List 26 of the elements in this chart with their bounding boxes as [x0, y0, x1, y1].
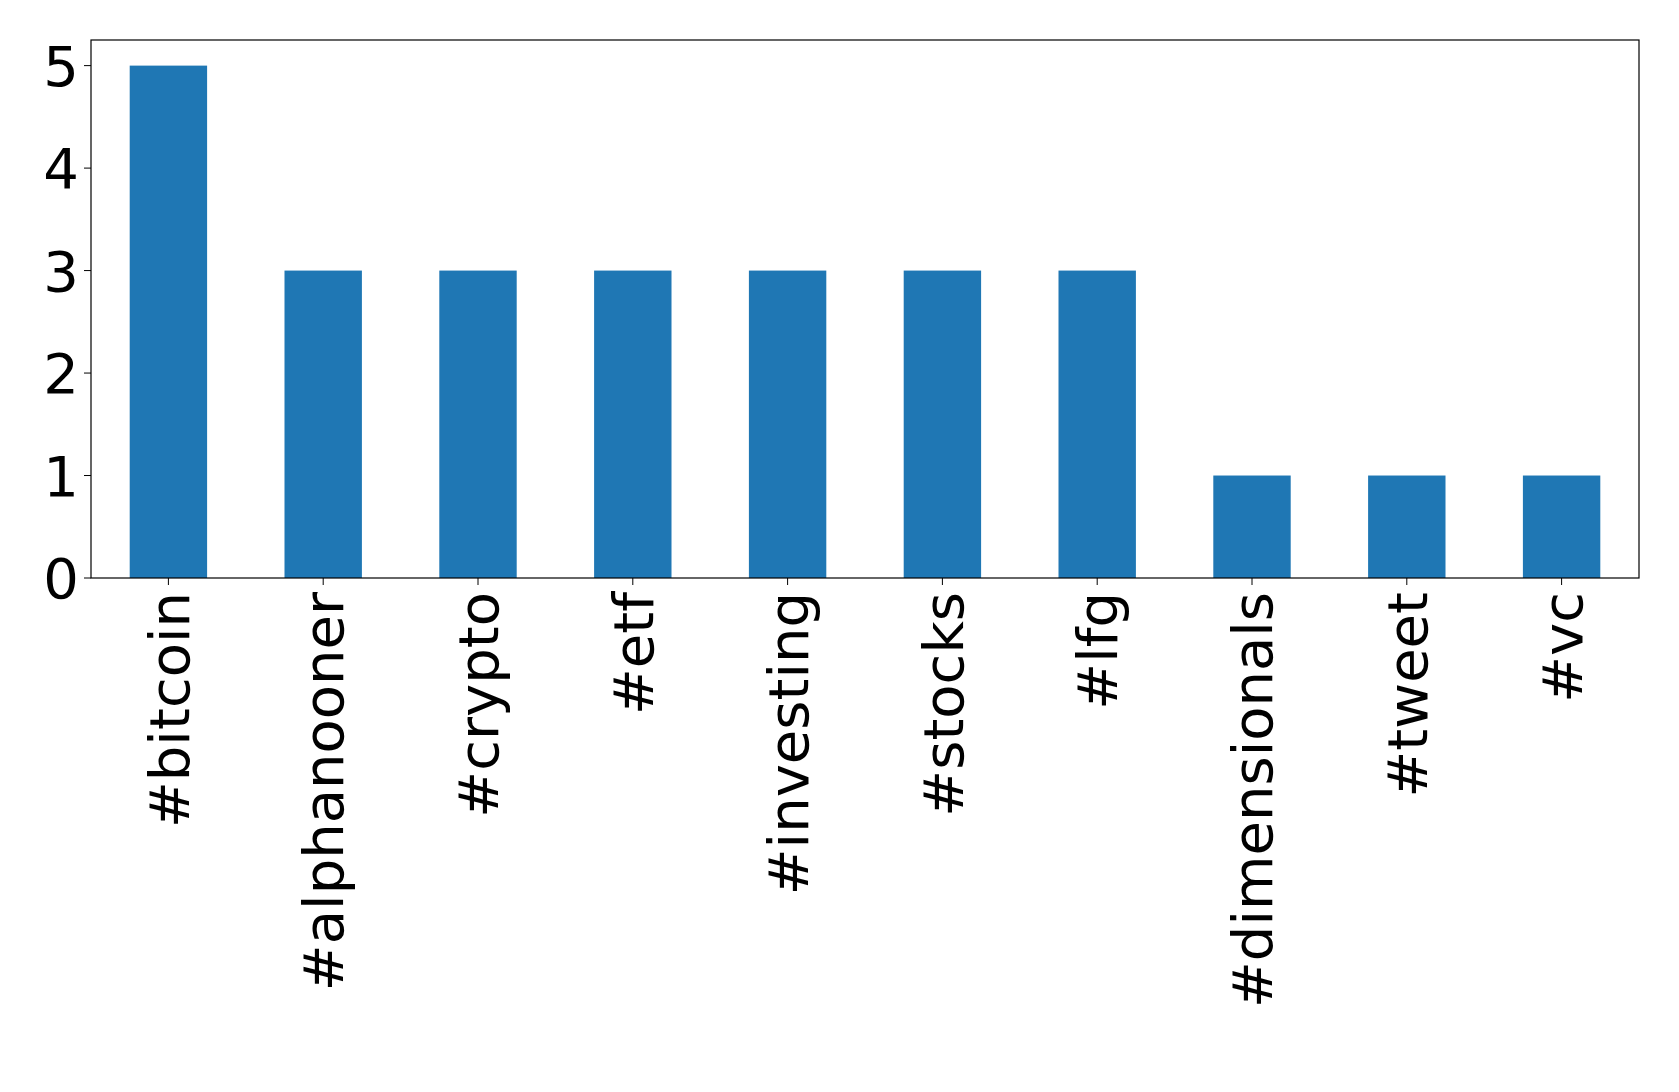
- bar: [129, 65, 208, 578]
- x-tick-label: #tweet: [1374, 592, 1440, 798]
- y-tick-label: 5: [43, 33, 79, 99]
- x-tick-label: #bitcoin: [136, 592, 202, 829]
- x-tick-label: #etf: [600, 590, 666, 716]
- y-tick-label: 2: [43, 341, 79, 407]
- bar: [439, 270, 517, 578]
- y-tick-label: 4: [43, 136, 79, 202]
- x-tick-label: #crypto: [446, 592, 512, 818]
- x-tick-label: #stocks: [910, 592, 976, 817]
- x-tick-label: #alphanooner: [291, 591, 357, 992]
- bar: [903, 270, 982, 578]
- x-tick-label: #dimensionals: [1220, 592, 1286, 1009]
- bar: [1522, 475, 1601, 578]
- y-tick-label: 3: [43, 238, 79, 304]
- bar: [594, 270, 672, 578]
- bar: [284, 270, 362, 578]
- y-tick-label: 0: [43, 546, 79, 612]
- x-tick-label: #investing: [755, 592, 821, 896]
- x-tick-label: #vc: [1529, 592, 1595, 703]
- bar: [1058, 270, 1136, 578]
- x-tick-label: #lfg: [1065, 592, 1131, 710]
- bar: [1213, 475, 1291, 578]
- bar: [1368, 475, 1446, 578]
- bar: [748, 270, 827, 578]
- y-tick-label: 1: [43, 443, 79, 509]
